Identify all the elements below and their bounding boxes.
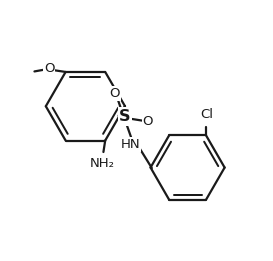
Text: O: O — [109, 87, 120, 100]
Text: Cl: Cl — [200, 108, 213, 121]
Text: O: O — [44, 62, 54, 75]
Text: HN: HN — [120, 138, 140, 151]
Text: S: S — [119, 109, 131, 124]
Text: NH₂: NH₂ — [90, 157, 115, 170]
Text: O: O — [143, 115, 153, 128]
